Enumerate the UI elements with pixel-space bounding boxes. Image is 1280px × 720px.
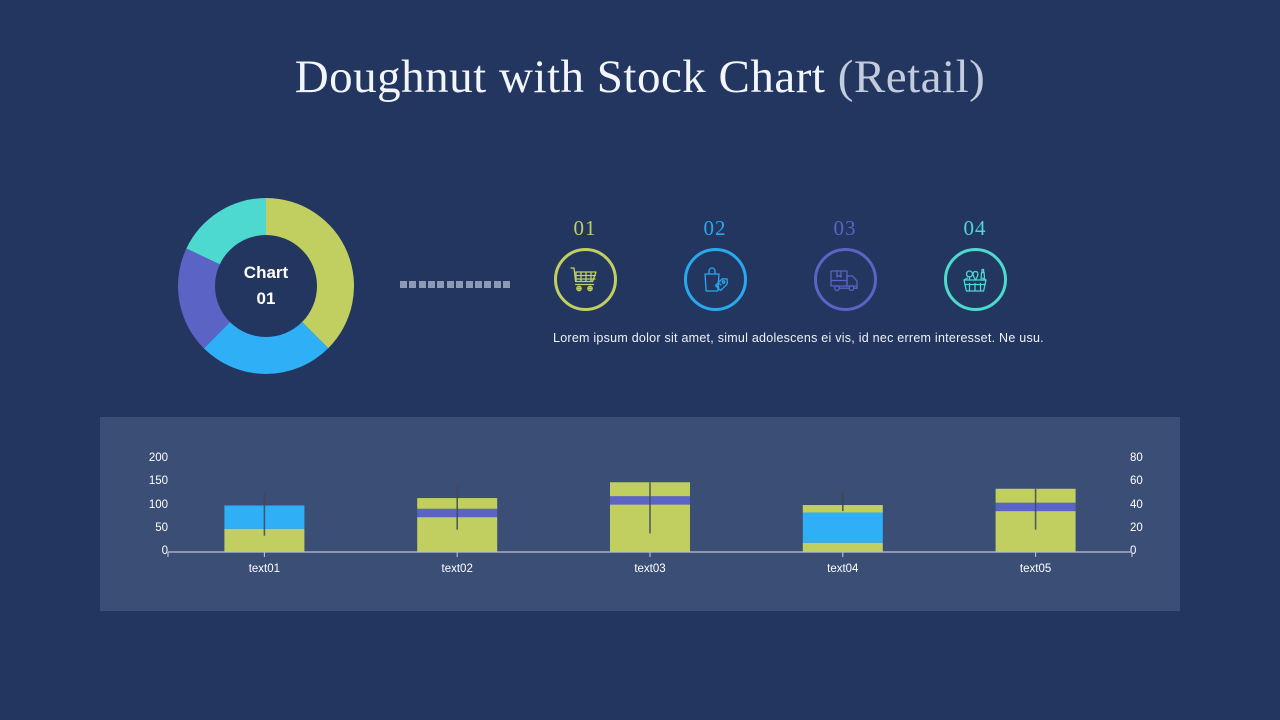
process-step-04[interactable]: 04 (935, 218, 1015, 311)
connector-dot (502, 281, 510, 288)
shopping-basket-icon[interactable] (943, 248, 1007, 311)
connector-dot (400, 281, 407, 288)
page-title-main: Doughnut with Stock Chart (294, 51, 838, 103)
connector-dot (418, 281, 426, 288)
x-axis-label-text05: text05 (1019, 563, 1052, 575)
y-axis-right-tick: 60 (1130, 475, 1143, 488)
y-axis-right-tick: 40 (1130, 498, 1143, 511)
dotted-connector (400, 281, 510, 288)
connector-dot (465, 281, 473, 288)
chart-area: 200 150 100 50 0 80 60 40 20 0 text01 text02 text0… (100, 417, 1180, 611)
connector-dot (428, 281, 436, 288)
step-number-03: 03 (833, 216, 857, 240)
doughnut-svg (178, 198, 354, 374)
process-step-01[interactable]: 01 (545, 218, 625, 311)
y-axis-left-tick: 50 (155, 521, 168, 534)
process-step-02[interactable]: 02 (675, 218, 755, 311)
x-axis-label-text02: text02 (441, 563, 473, 575)
y-axis-left-tick: 200 (148, 452, 168, 464)
doughnut-chart[interactable]: Chart 01 (178, 198, 354, 374)
page-title: Doughnut with Stock Chart (Retail) (0, 50, 1280, 104)
y-axis-left-tick: 100 (148, 498, 168, 511)
y-axis-right: 80 60 40 20 0 (1130, 417, 1170, 611)
doughnut-hole (215, 235, 317, 337)
y-axis-left-tick: 0 (161, 545, 168, 557)
y-axis-left-tick: 150 (148, 475, 168, 488)
stock-bars-plot (167, 482, 1133, 557)
bar-segment-text04-1[interactable] (802, 542, 883, 552)
body-paragraph: Lorem ipsum dolor sit amet, simul adoles… (553, 331, 1044, 345)
connector-dot (474, 281, 482, 288)
step-number-02: 02 (703, 216, 727, 240)
connector-dot (409, 281, 417, 288)
page-title-parenthetical: (Retail) (837, 51, 986, 103)
connector-dot (484, 281, 492, 288)
process-step-03[interactable]: 03 (805, 218, 885, 311)
step-number-04: 04 (963, 216, 987, 240)
bar-segment-text01-1[interactable] (224, 528, 305, 552)
x-axis-label-text01: text01 (248, 563, 281, 575)
delivery-truck-icon[interactable] (813, 248, 877, 311)
shopping-bag-tag-icon[interactable] (683, 248, 747, 311)
y-axis-right-tick: 20 (1130, 521, 1143, 534)
y-axis-right-tick: 0 (1130, 545, 1137, 557)
shopping-cart-icon[interactable] (553, 248, 617, 311)
bar-segment-text04-2[interactable] (802, 512, 883, 543)
y-axis-right-tick: 80 (1130, 452, 1143, 464)
process-steps: 01 02 03 04 (540, 218, 1040, 318)
connector-dot (456, 281, 464, 288)
x-axis-label-text04: text04 (827, 563, 859, 575)
connector-dot (493, 281, 501, 288)
step-number-01: 01 (573, 216, 597, 240)
connector-dot (437, 281, 445, 288)
stock-chart-panel[interactable]: 200 150 100 50 0 80 60 40 20 0 text01 text02 text0… (100, 417, 1180, 611)
y-axis-left: 200 150 100 50 0 (114, 417, 168, 611)
connector-dot (446, 281, 454, 288)
x-axis-label-text03: text03 (634, 563, 666, 575)
